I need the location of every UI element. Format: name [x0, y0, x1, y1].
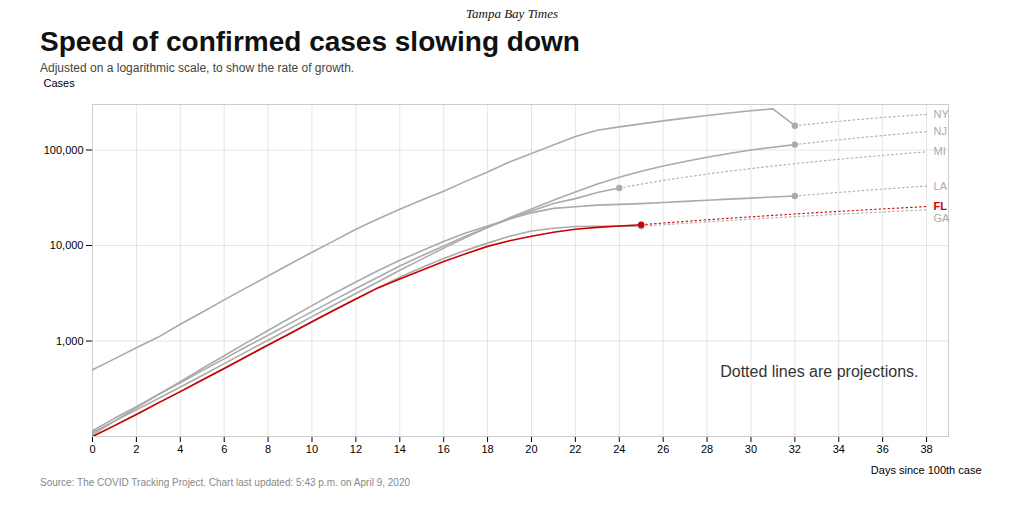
svg-text:12: 12: [350, 443, 362, 455]
svg-text:10,000: 10,000: [50, 239, 84, 251]
svg-text:20: 20: [525, 443, 537, 455]
svg-text:10: 10: [306, 443, 318, 455]
svg-text:34: 34: [833, 443, 845, 455]
svg-text:2: 2: [133, 443, 139, 455]
svg-text:MI: MI: [934, 145, 946, 157]
svg-text:100,000: 100,000: [44, 144, 84, 156]
html-text:Tampa Bay Times: Tampa Bay Times: [466, 6, 558, 21]
svg-text:36: 36: [877, 443, 889, 455]
svg-text:18: 18: [481, 443, 493, 455]
html-text:Source: The COVID Tracking Pro: Source: The COVID Tracking Project. Char…: [40, 477, 410, 488]
html-text:Speed of confirmed cases slowi: Speed of confirmed cases slowing down: [40, 26, 580, 57]
svg-text:GA: GA: [934, 212, 951, 224]
svg-text:NJ: NJ: [934, 125, 947, 137]
svg-text:LA: LA: [934, 180, 948, 192]
svg-text:24: 24: [613, 443, 625, 455]
svg-text:NY: NY: [934, 108, 950, 120]
svg-text:26: 26: [657, 443, 669, 455]
svg-text:4: 4: [177, 443, 183, 455]
svg-text:32: 32: [789, 443, 801, 455]
html-text:Adjusted on a logarithmic scal: Adjusted on a logarithmic scale, to show…: [40, 61, 355, 75]
svg-text:38: 38: [920, 443, 932, 455]
svg-text:14: 14: [394, 443, 406, 455]
svg-text:Cases: Cases: [44, 77, 76, 89]
svg-text:FL: FL: [934, 200, 948, 212]
svg-text:6: 6: [221, 443, 227, 455]
svg-text:1,000: 1,000: [56, 335, 84, 347]
svg-text:22: 22: [569, 443, 581, 455]
svg-text:Dotted lines are projections.: Dotted lines are projections.: [720, 363, 918, 380]
svg-text:30: 30: [745, 443, 757, 455]
svg-text:16: 16: [438, 443, 450, 455]
svg-text:0: 0: [89, 443, 95, 455]
svg-text:28: 28: [701, 443, 713, 455]
svg-text:8: 8: [265, 443, 271, 455]
svg-text:Days since 100th case: Days since 100th case: [871, 464, 982, 476]
